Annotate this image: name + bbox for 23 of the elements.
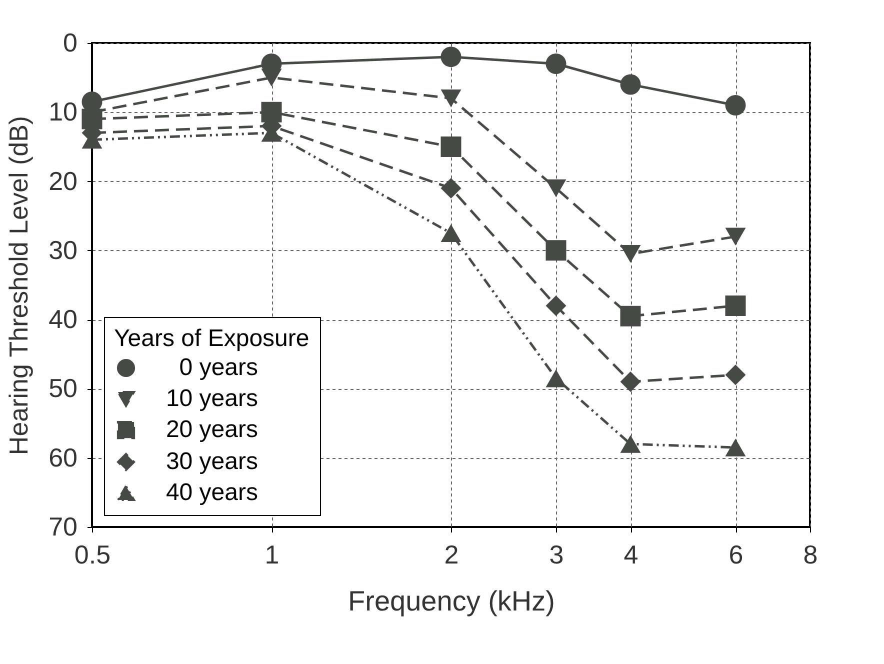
- legend-label: 10 years: [166, 385, 258, 412]
- x-tick-label: 8: [803, 540, 818, 570]
- x-tick-label: 4: [624, 540, 638, 570]
- x-tick-label: 2: [444, 540, 459, 570]
- legend-title: Years of Exposure: [114, 325, 310, 352]
- y-tick-label: 40: [48, 304, 78, 334]
- y-tick-label: 50: [48, 373, 78, 404]
- y-tick-label: 20: [48, 166, 78, 196]
- y-tick-label: 0: [63, 28, 78, 58]
- legend-label: 0 years: [179, 354, 258, 381]
- x-tick-label: 3: [549, 540, 564, 570]
- x-tick-label: 0.5: [74, 540, 111, 570]
- y-tick-label: 30: [48, 234, 78, 265]
- x-tick-label: 6: [728, 540, 744, 570]
- x-axis-title: Frequency (kHz): [348, 586, 555, 616]
- legend-label: 20 years: [166, 416, 258, 443]
- x-tick-label: 1: [264, 540, 280, 570]
- y-tick-label: 60: [48, 442, 78, 472]
- y-tick-label: 70: [48, 512, 78, 542]
- y-tick-label: 10: [48, 96, 78, 127]
- y-axis-title: Hearing Threshold Level (dB): [4, 116, 34, 456]
- legend-label: 40 years: [166, 479, 258, 506]
- legend-label: 30 years: [166, 448, 258, 475]
